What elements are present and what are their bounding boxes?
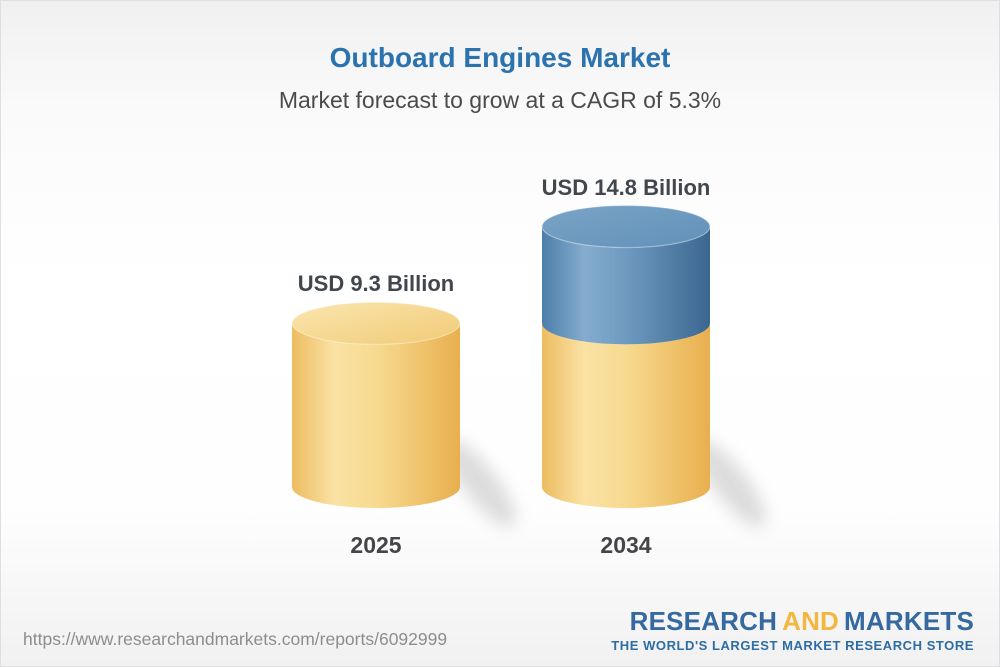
logo-wordmark: RESEARCH AND MARKETS [611, 608, 974, 634]
logo-word-research: RESEARCH [629, 606, 778, 636]
category-label-2034: 2034 [600, 532, 652, 558]
category-label-2025: 2025 [350, 532, 402, 558]
company-logo: RESEARCH AND MARKETS THE WORLD'S LARGEST M… [611, 608, 974, 653]
report-url-link[interactable]: https://www.researchandmarkets.com/repor… [23, 629, 448, 649]
page-title: Outboard Engines Market [329, 42, 671, 73]
logo-word-markets: MARKETS [844, 606, 974, 636]
logo-tagline: THE WORLD'S LARGEST MARKET RESEARCH STOR… [611, 638, 974, 653]
page-subtitle: Market forecast to grow at a CAGR of 5.3… [278, 87, 722, 113]
value-label-2025: USD 9.3 Billion [297, 271, 455, 297]
logo-word-and: AND [782, 606, 840, 636]
value-label-2034: USD 14.8 Billion [541, 174, 711, 200]
